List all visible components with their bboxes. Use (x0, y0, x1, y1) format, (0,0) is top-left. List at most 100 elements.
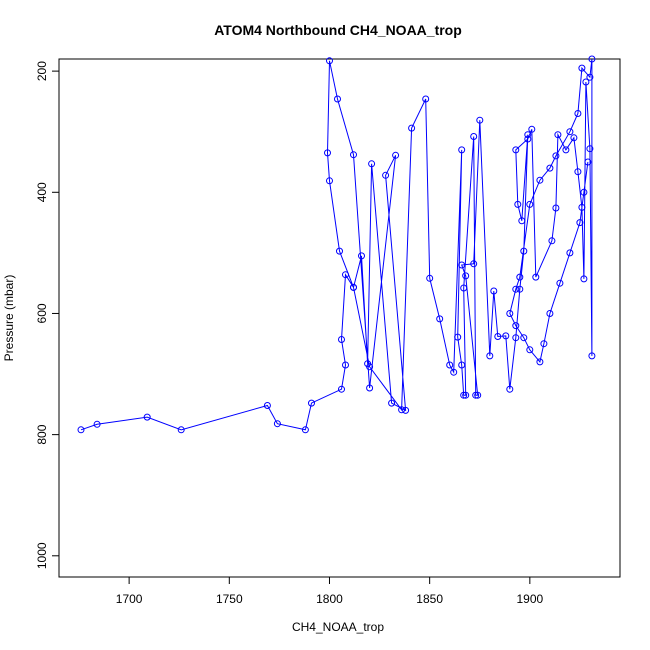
data-point (506, 310, 514, 317)
data-point (490, 287, 498, 295)
data-point (460, 391, 468, 399)
data-point (526, 346, 534, 354)
data-point (556, 279, 564, 287)
data-point (342, 271, 349, 279)
data-point (366, 363, 374, 371)
data-point (576, 219, 584, 227)
data-point (462, 272, 470, 280)
data-point (562, 146, 570, 154)
data-point (324, 149, 331, 157)
data-point (546, 310, 554, 317)
data-point (342, 361, 349, 369)
data-point (326, 177, 333, 185)
data-point (301, 426, 309, 434)
data-point (506, 385, 514, 393)
data-point (578, 203, 586, 211)
data-point (338, 385, 345, 393)
data-point (512, 334, 520, 342)
data-point (584, 158, 592, 166)
data-point (524, 135, 532, 143)
data-point (494, 333, 502, 340)
data-point (526, 200, 534, 208)
data-point (546, 164, 554, 172)
data-point (520, 247, 528, 255)
data-point (540, 340, 548, 348)
data-point (566, 128, 574, 136)
data-point (458, 361, 466, 369)
data-point (554, 131, 562, 139)
data-point (458, 261, 466, 269)
data-point (470, 260, 478, 268)
data-point (524, 131, 532, 139)
data-point (454, 333, 462, 341)
data-point (474, 391, 482, 399)
data-point (350, 151, 357, 159)
y-axis: 200 400 600 800 1000 (35, 61, 59, 569)
data-point (580, 275, 588, 283)
data-point (586, 145, 594, 153)
data-point (436, 315, 444, 323)
data-point (518, 217, 526, 225)
x-axis-label: CH4_NOAA_trop (292, 620, 384, 634)
data-point (476, 116, 484, 124)
data-point (388, 399, 396, 407)
data-point (536, 358, 544, 366)
data-point (426, 274, 434, 282)
data-point (580, 188, 588, 196)
data-point (536, 176, 544, 184)
data-point (512, 322, 520, 330)
data-point (382, 171, 390, 179)
data-point (502, 332, 510, 340)
data-point (338, 336, 345, 343)
data-point (446, 361, 454, 369)
data-point (512, 146, 520, 154)
x-tick-label: 1900 (516, 592, 543, 606)
data-point (566, 249, 574, 257)
plot-frame (58, 58, 621, 578)
data-point (588, 352, 596, 360)
y-tick-label: 200 (35, 61, 49, 81)
data-point (470, 133, 478, 140)
data-point (358, 252, 365, 260)
data-point (326, 57, 333, 65)
data-point (402, 406, 410, 414)
series-line (80, 59, 593, 431)
data-point (392, 151, 400, 159)
data-point (552, 152, 560, 160)
data-point (548, 237, 556, 245)
x-tick-label: 1850 (416, 592, 443, 606)
data-point (177, 426, 185, 434)
data-point (308, 399, 315, 407)
data-point (77, 426, 85, 434)
data-point (450, 368, 458, 376)
data-point (472, 391, 480, 399)
data-point (520, 334, 528, 342)
x-axis: 1700 1750 1800 1850 1900 (116, 577, 544, 606)
data-point (408, 124, 416, 132)
data-point (366, 384, 374, 392)
data-point (570, 134, 578, 142)
y-tick-label: 800 (35, 424, 49, 444)
y-tick-label: 600 (35, 303, 49, 323)
data-point (512, 285, 520, 293)
data-point (586, 73, 594, 81)
data-point (574, 110, 582, 117)
data-point (458, 146, 466, 154)
y-axis-label: Pressure (mbar) (2, 275, 16, 362)
data-point (336, 247, 343, 255)
data-point (532, 273, 540, 281)
x-tick-label: 1700 (116, 592, 143, 606)
data-point (398, 406, 406, 414)
data-point (514, 200, 522, 208)
data-point (578, 64, 586, 72)
chart-title: ATOM4 Northbound CH4_NOAA_trop (214, 22, 462, 38)
data-point (528, 125, 536, 133)
series-layer (77, 55, 596, 434)
data-point (368, 160, 376, 168)
y-tick-label: 400 (35, 182, 49, 202)
data-point (582, 78, 590, 86)
data-point (143, 413, 151, 421)
y-tick-label: 1000 (35, 542, 49, 569)
data-point (462, 391, 470, 399)
